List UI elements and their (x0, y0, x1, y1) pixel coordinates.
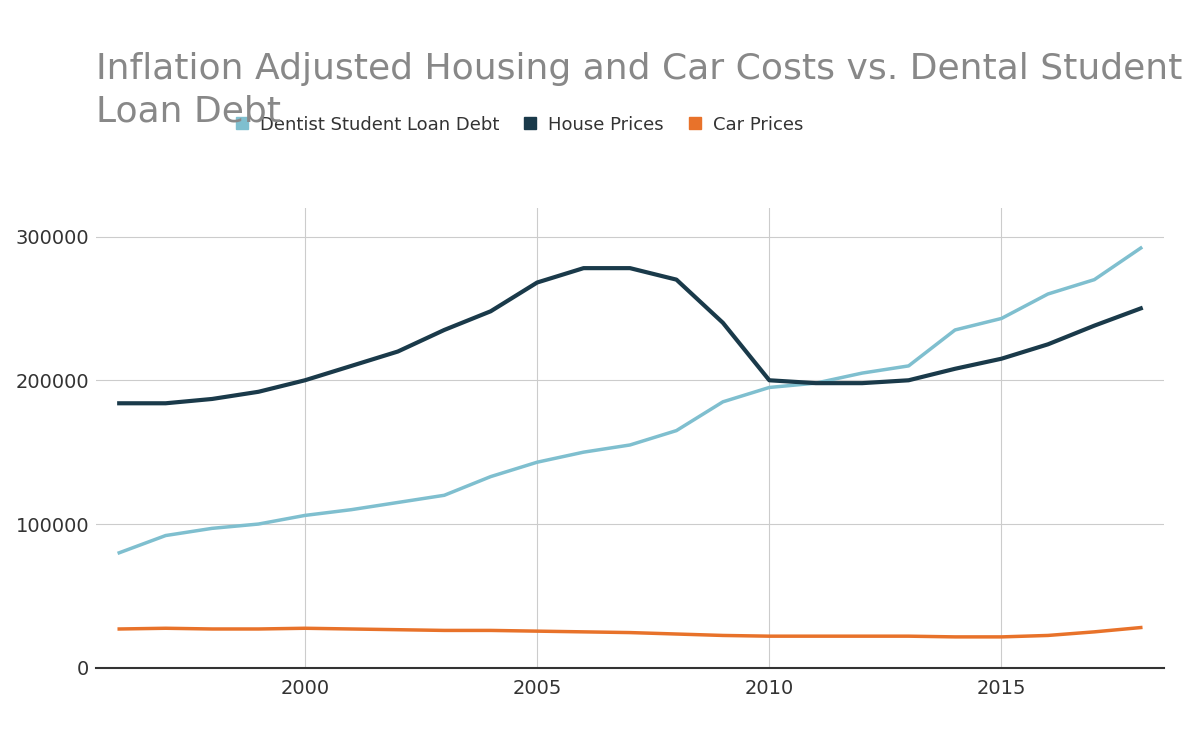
Dentist Student Loan Debt (1134, 243, 1148, 252)
Car Prices (576, 628, 590, 637)
Dentist Student Loan Debt (623, 441, 637, 450)
Dentist Student Loan Debt (715, 398, 730, 407)
Car Prices (854, 631, 869, 640)
Car Prices (623, 628, 637, 637)
House Prices (1040, 340, 1055, 349)
Car Prices (901, 631, 916, 640)
House Prices (158, 399, 173, 408)
Car Prices (1087, 628, 1102, 637)
House Prices (112, 399, 126, 408)
House Prices (623, 263, 637, 272)
House Prices (391, 347, 406, 356)
House Prices (715, 318, 730, 327)
Dentist Student Loan Debt (854, 369, 869, 378)
Car Prices (298, 624, 312, 633)
House Prices (437, 326, 451, 335)
House Prices (344, 361, 359, 370)
House Prices (1134, 304, 1148, 313)
Car Prices (809, 631, 823, 640)
Dentist Student Loan Debt (484, 472, 498, 481)
House Prices (298, 375, 312, 384)
House Prices (901, 375, 916, 384)
House Prices (995, 354, 1009, 363)
Car Prices (1134, 623, 1148, 632)
House Prices (948, 364, 962, 373)
Dentist Student Loan Debt (1040, 289, 1055, 298)
Dentist Student Loan Debt (205, 524, 220, 533)
Legend: Dentist Student Loan Debt, House Prices, Car Prices: Dentist Student Loan Debt, House Prices,… (233, 116, 803, 134)
Car Prices (530, 627, 545, 636)
Dentist Student Loan Debt (670, 426, 684, 435)
Car Prices (762, 631, 776, 640)
Car Prices (948, 632, 962, 641)
Car Prices (437, 626, 451, 635)
Car Prices (484, 626, 498, 635)
Car Prices (205, 625, 220, 634)
Line: House Prices: House Prices (119, 268, 1141, 404)
Dentist Student Loan Debt (995, 314, 1009, 323)
Dentist Student Loan Debt (1087, 275, 1102, 284)
Car Prices (344, 625, 359, 634)
Dentist Student Loan Debt (344, 505, 359, 514)
Car Prices (158, 624, 173, 633)
Car Prices (112, 625, 126, 634)
Dentist Student Loan Debt (251, 519, 265, 528)
Line: Dentist Student Loan Debt: Dentist Student Loan Debt (119, 248, 1141, 553)
Line: Car Prices: Car Prices (119, 628, 1141, 637)
Car Prices (715, 631, 730, 640)
Car Prices (391, 626, 406, 634)
Car Prices (995, 632, 1009, 641)
House Prices (484, 307, 498, 316)
House Prices (1087, 321, 1102, 330)
House Prices (762, 375, 776, 384)
Car Prices (1040, 631, 1055, 640)
Dentist Student Loan Debt (948, 326, 962, 335)
House Prices (530, 278, 545, 287)
House Prices (205, 395, 220, 404)
House Prices (854, 378, 869, 387)
Dentist Student Loan Debt (391, 498, 406, 507)
Dentist Student Loan Debt (437, 491, 451, 500)
Dentist Student Loan Debt (809, 378, 823, 387)
Dentist Student Loan Debt (762, 383, 776, 392)
House Prices (670, 275, 684, 284)
Dentist Student Loan Debt (158, 531, 173, 540)
Car Prices (670, 629, 684, 638)
Car Prices (251, 625, 265, 634)
Dentist Student Loan Debt (530, 458, 545, 467)
Text: Inflation Adjusted Housing and Car Costs vs. Dental Student
Loan Debt: Inflation Adjusted Housing and Car Costs… (96, 52, 1182, 128)
Dentist Student Loan Debt (112, 548, 126, 557)
House Prices (576, 263, 590, 272)
Dentist Student Loan Debt (576, 447, 590, 456)
House Prices (809, 378, 823, 387)
House Prices (251, 387, 265, 396)
Dentist Student Loan Debt (298, 511, 312, 520)
Dentist Student Loan Debt (901, 361, 916, 370)
